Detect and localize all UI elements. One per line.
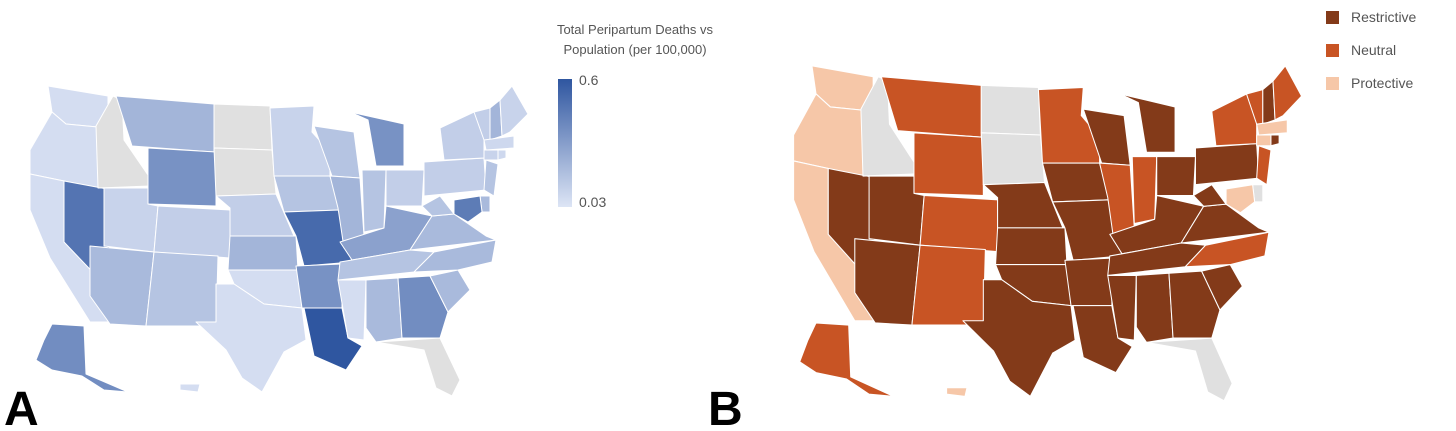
state-la <box>1072 305 1133 374</box>
state-nj <box>1256 145 1272 186</box>
state-pa <box>423 157 487 197</box>
state-mo <box>283 209 353 267</box>
state-me <box>499 85 529 137</box>
state-sd <box>980 132 1046 186</box>
legend-swatch-protective <box>1326 76 1339 90</box>
state-me <box>1272 65 1303 121</box>
legend-item-neutral: Neutral <box>1326 41 1416 59</box>
legend-max-label: 0.6 <box>579 72 599 88</box>
legend-title: Total Peripartum Deaths vs Population (p… <box>520 20 750 60</box>
state-oh <box>1156 156 1196 197</box>
state-va <box>1180 203 1270 244</box>
state-ct <box>1256 134 1272 147</box>
state-ct <box>483 149 499 161</box>
legend-label-neutral: Neutral <box>1351 42 1397 58</box>
legend-label-restrictive: Restrictive <box>1351 9 1417 25</box>
state-ms <box>337 279 367 341</box>
map-panel-a <box>29 85 529 397</box>
state-ri <box>497 149 507 161</box>
state-sc <box>1201 264 1243 311</box>
legend-min-label: 0.03 <box>579 194 607 210</box>
state-ia <box>273 175 341 213</box>
state-nm <box>911 244 986 326</box>
state-wv <box>421 195 455 217</box>
state-ms <box>1107 274 1137 341</box>
legend-title-line1: Total Peripartum Deaths vs <box>556 22 714 37</box>
state-co <box>153 205 231 259</box>
state-az <box>89 245 155 327</box>
state-fl <box>375 337 461 397</box>
state-va <box>409 213 497 251</box>
state-hi <box>946 387 968 397</box>
state-ak <box>799 322 895 397</box>
state-ma <box>483 135 515 151</box>
legend-swatch-neutral <box>1326 43 1339 57</box>
state-wy <box>913 132 984 197</box>
state-md <box>453 195 483 223</box>
state-in <box>1131 156 1158 225</box>
state-in <box>361 169 387 233</box>
state-al <box>365 277 403 343</box>
state-co <box>919 194 999 253</box>
state-mi <box>1119 93 1176 153</box>
state-ar <box>295 263 343 309</box>
state-pa <box>1194 143 1260 186</box>
legend-label-protective: Protective <box>1351 75 1414 91</box>
state-nj <box>483 159 499 197</box>
legend-item-protective: Protective <box>1326 74 1416 92</box>
state-md <box>1225 184 1256 214</box>
state-wy <box>147 147 217 207</box>
state-group <box>793 65 1303 402</box>
state-hi <box>179 383 201 393</box>
state-nd <box>213 103 273 151</box>
state-tx <box>962 279 1076 397</box>
legend-item-restrictive: Restrictive <box>1326 8 1416 26</box>
legend-title-line2: Population (per 100,000) <box>563 42 707 57</box>
state-nd <box>980 84 1041 136</box>
state-ia <box>1041 162 1111 203</box>
legend-swatch-restrictive <box>1326 10 1339 24</box>
state-nm <box>145 251 219 327</box>
state-nc <box>1184 231 1270 268</box>
panel-a-label: A <box>4 383 39 431</box>
state-ri <box>1270 134 1280 147</box>
us-map-policy <box>793 65 1303 402</box>
state-sc <box>429 269 471 313</box>
state-ks <box>227 235 299 271</box>
state-wv <box>1192 184 1227 207</box>
policy-legend: Restrictive Neutral Protective <box>1326 8 1416 107</box>
panel-b-label: B <box>708 383 743 431</box>
state-ks <box>995 227 1068 266</box>
state-mo <box>1052 199 1123 261</box>
state-az <box>854 238 921 326</box>
state-ak <box>35 323 129 393</box>
state-sd <box>213 147 277 197</box>
state-oh <box>385 169 425 207</box>
state-al <box>1135 272 1174 343</box>
map-panel-b <box>728 0 1456 431</box>
state-ar <box>1064 257 1113 307</box>
state-fl <box>1146 337 1233 402</box>
state-mi <box>349 111 405 167</box>
state-tx <box>195 283 307 393</box>
color-scale-bar <box>558 79 572 207</box>
us-map-rate <box>29 85 529 397</box>
state-la <box>303 307 363 371</box>
state-mt <box>115 95 215 153</box>
state-ma <box>1256 119 1288 136</box>
state-mt <box>880 76 982 138</box>
state-ga <box>397 275 449 339</box>
state-nc <box>413 239 497 273</box>
state-ga <box>1168 270 1221 339</box>
